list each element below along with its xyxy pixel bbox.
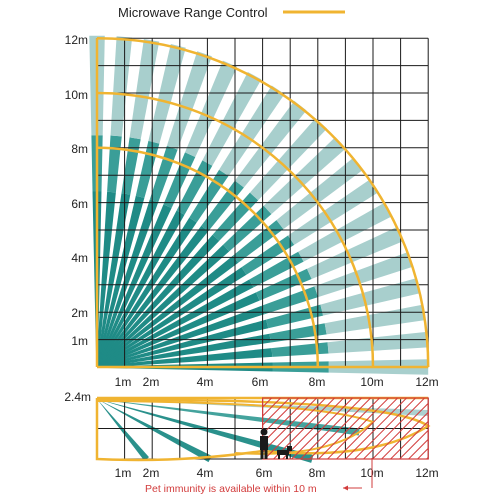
hatch-line: [291, 397, 353, 460]
hatch-line: [262, 397, 272, 408]
top-view-diagram: 12m 10m 8m 6m 4m 2m 1m 1m 2m 4m 6m 8m 10…: [65, 33, 439, 389]
hatch-line: [282, 397, 344, 460]
beam-18-seg-0: [96, 191, 116, 368]
hatch-line: [372, 403, 429, 460]
hatch-line: [399, 430, 429, 460]
y-tick-4m: 4m: [71, 251, 88, 265]
beam-13-seg-0: [96, 210, 185, 368]
hatch-line: [381, 412, 429, 460]
side-x-tick-2m: 2m: [143, 466, 160, 480]
side-outline-lobe: [96, 398, 431, 455]
beam-5-seg-0: [96, 292, 260, 368]
x-tick-6m: 6m: [252, 375, 269, 389]
side-beam-2: [97, 399, 314, 463]
hatch-line: [262, 397, 299, 435]
beam-16-seg-2: [148, 44, 186, 144]
hatch-line: [390, 421, 429, 460]
x-tick-8m: 8m: [309, 375, 326, 389]
beam-13-seg-2: [202, 72, 262, 166]
beam-18-seg-1: [107, 135, 122, 193]
arc-8m: [96, 146, 320, 368]
hatch-line: [336, 397, 398, 460]
hatch-line: [408, 439, 429, 460]
beam-3-seg-1: [266, 304, 324, 329]
x-tick-2m: 2m: [143, 375, 160, 389]
beam-18-seg-2: [110, 36, 133, 137]
person-icon: [260, 428, 268, 459]
side-outline-inner: [96, 400, 375, 455]
hatch-line: [273, 397, 335, 460]
hatch-line: [327, 397, 389, 460]
side-x-tick-12m: 12m: [415, 466, 438, 480]
side-beam-3: [97, 399, 212, 463]
beam-5-seg-2: [307, 226, 404, 279]
side-beam-4: [97, 399, 149, 461]
y-tick-10m: 10m: [65, 88, 88, 102]
hatch-line: [264, 397, 326, 460]
hatch-line: [309, 397, 371, 460]
hatch-line: [262, 397, 290, 426]
x-tick-1m: 1m: [115, 375, 132, 389]
beam-2-seg-0: [96, 333, 271, 368]
y-tick-2m: 2m: [71, 306, 88, 320]
hatch-line: [354, 397, 416, 460]
side-view-diagram: 2.4m 1m 2m 4m 6m 8m 10m 12m Pet immunity…: [64, 390, 438, 495]
y-tick-8m: 8m: [71, 142, 88, 156]
beam-7-seg-2: [288, 179, 379, 245]
hatch-line: [426, 457, 429, 460]
x-tick-10m: 10m: [360, 375, 383, 389]
height-label: 2.4m: [64, 390, 91, 404]
beam-7-seg-0: [96, 267, 247, 368]
beam-14-seg-2: [185, 60, 238, 157]
x-tick-12m: 12m: [415, 375, 438, 389]
beam-3-seg-0: [96, 319, 269, 368]
range-arcs: [95, 36, 430, 369]
top-beams: [89, 35, 429, 375]
hatch-line: [262, 397, 281, 417]
side-x-tick-4m: 4m: [197, 466, 214, 480]
beam-1-seg-0: [96, 348, 273, 368]
beam-9-seg-0: [96, 244, 230, 368]
pet-immunity-note: Pet immunity is available within 10 m: [145, 483, 317, 495]
hatch-frame: [262, 397, 429, 460]
side-x-tick-1m: 1m: [115, 466, 132, 480]
beam-1-seg-2: [327, 331, 428, 354]
beam-10-seg-0: [96, 234, 220, 368]
beam-10-seg-2: [249, 118, 327, 201]
beam-1-seg-1: [271, 342, 329, 357]
hatch-line: [318, 397, 380, 460]
side-beam-1: [97, 399, 360, 436]
beam-16-seg-0: [96, 195, 145, 368]
beam-2-seg-1: [269, 323, 327, 343]
x-tick-4m: 4m: [197, 375, 214, 389]
beam-4-seg-0: [96, 305, 265, 368]
beam-12-seg-0: [96, 217, 197, 368]
side-x-tick-8m: 8m: [309, 466, 326, 480]
beam-4-seg-2: [314, 252, 413, 298]
beam-15-seg-0: [96, 199, 159, 368]
legend-title: Microwave Range Control: [118, 5, 268, 20]
beam-14-seg-0: [96, 204, 172, 368]
y-tick-12m: 12m: [65, 33, 88, 47]
arc-12m: [96, 36, 430, 368]
arc-10m: [96, 91, 375, 368]
y-tick-1m: 1m: [71, 334, 88, 348]
beam-6-seg-0: [96, 279, 254, 368]
y-tick-6m: 6m: [71, 197, 88, 211]
dog-icon: [277, 446, 292, 459]
hatch-line: [417, 448, 429, 460]
beam-11-seg-2: [234, 100, 307, 188]
beam-17-seg-0: [96, 193, 131, 368]
side-x-tick-6m: 6m: [256, 466, 273, 480]
pet-immunity-zone: [262, 397, 429, 460]
hatch-line: [262, 397, 317, 453]
hatch-line: [262, 397, 308, 444]
note-arrow-head: [343, 485, 348, 491]
hatch-line: [300, 397, 362, 460]
hatch-line: [363, 397, 425, 460]
hatch-line: [345, 397, 407, 460]
beam-15-seg-2: [166, 51, 212, 150]
